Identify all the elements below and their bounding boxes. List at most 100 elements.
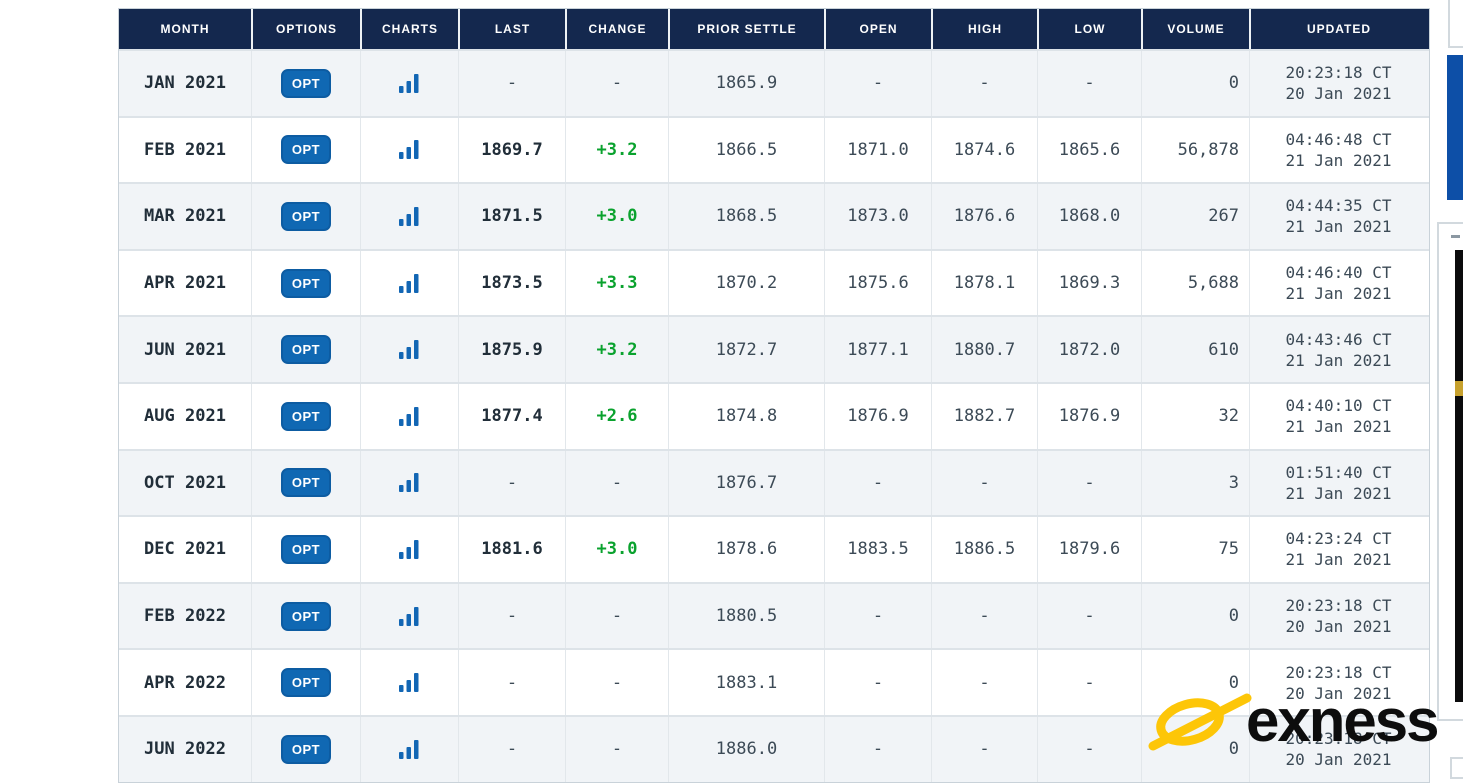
scrollbar-thumb[interactable] (1447, 55, 1463, 200)
open-cell: - (824, 650, 931, 715)
change-cell: - (565, 716, 668, 782)
opt-button[interactable]: OPT (280, 468, 332, 498)
bar-chart-icon[interactable] (398, 606, 421, 627)
bar-chart-icon[interactable] (398, 539, 421, 560)
high-cell: 1874.6 (931, 117, 1037, 183)
options-cell: OPT (251, 450, 360, 516)
table-row: MAR 2021 OPT 1871.5 +3.0 1868.5 1873.0 1876.6 1… (119, 182, 1429, 249)
column-header-low: LOW (1037, 9, 1141, 49)
volume-cell: 0 (1141, 650, 1249, 715)
bar-chart-icon[interactable] (398, 339, 421, 360)
last-cell: - (458, 583, 565, 649)
updated-date: 21 Jan 2021 (1285, 150, 1392, 170)
open-cell: 1875.6 (824, 250, 931, 316)
updated-date: 21 Jan 2021 (1285, 550, 1392, 570)
column-header-last: LAST (458, 9, 565, 49)
updated-date: 21 Jan 2021 (1285, 483, 1392, 503)
low-cell: - (1037, 650, 1141, 715)
charts-cell (360, 317, 458, 382)
table-header-row: MONTH OPTIONS CHARTS LAST CHANGE PRIOR SETTLE… (119, 9, 1429, 49)
bar-chart-icon[interactable] (398, 739, 421, 760)
prior_settle-cell: 1868.5 (668, 184, 824, 249)
high-cell: 1880.7 (931, 317, 1037, 382)
opt-button[interactable]: OPT (280, 534, 332, 564)
updated-cell: 04:43:46 CT 21 Jan 2021 (1249, 317, 1427, 382)
options-cell: OPT (251, 117, 360, 183)
updated-cell: 01:51:40 CT 21 Jan 2021 (1249, 450, 1427, 516)
bar-chart-icon[interactable] (398, 406, 421, 427)
bar-chart-icon[interactable] (398, 73, 421, 94)
change-cell: +3.2 (565, 317, 668, 382)
updated-time: 20:23:18 CT (1285, 63, 1392, 83)
table-row: FEB 2021 OPT 1869.7 +3.2 1866.5 1871.0 1874.6 1… (119, 115, 1429, 183)
opt-button[interactable]: OPT (280, 68, 332, 98)
opt-button[interactable]: OPT (280, 135, 332, 165)
bar-chart-icon[interactable] (398, 139, 421, 160)
month-cell: APR 2021 (144, 273, 226, 294)
change-cell: +3.0 (565, 184, 668, 249)
opt-button[interactable]: OPT (280, 601, 332, 631)
updated-date: 20 Jan 2021 (1285, 750, 1392, 770)
futures-quotes-table: MONTH OPTIONS CHARTS LAST CHANGE PRIOR SETTLE… (118, 8, 1430, 783)
updated-cell: 20:23:18 CT 20 Jan 2021 (1249, 583, 1427, 649)
month-cell: FEB 2021 (144, 139, 226, 160)
charts-cell (360, 450, 458, 516)
open-cell: 1883.5 (824, 517, 931, 582)
low-cell: - (1037, 450, 1141, 516)
open-cell: 1877.1 (824, 317, 931, 382)
charts-cell (360, 383, 458, 449)
opt-button[interactable]: OPT (280, 401, 332, 431)
month-cell: APR 2022 (144, 672, 226, 693)
bar-chart-icon[interactable] (398, 672, 421, 693)
updated-time: 04:23:24 CT (1285, 529, 1392, 549)
month-cell: FEB 2022 (144, 606, 226, 627)
high-cell: 1878.1 (931, 250, 1037, 316)
updated-time: 04:44:35 CT (1285, 196, 1392, 216)
charts-cell (360, 716, 458, 782)
table-row: DEC 2021 OPT 1881.6 +3.0 1878.6 1883.5 1886.5 1… (119, 515, 1429, 582)
volume-cell: 0 (1141, 583, 1249, 649)
updated-date: 21 Jan 2021 (1285, 350, 1392, 370)
prior_settle-cell: 1880.5 (668, 583, 824, 649)
change-cell: - (565, 51, 668, 116)
high-cell: - (931, 583, 1037, 649)
options-cell: OPT (251, 583, 360, 649)
bar-chart-icon[interactable] (398, 206, 421, 227)
high-cell: - (931, 450, 1037, 516)
options-cell: OPT (251, 51, 360, 116)
opt-button[interactable]: OPT (280, 734, 332, 764)
opt-button[interactable]: OPT (280, 268, 332, 298)
prior_settle-cell: 1876.7 (668, 450, 824, 516)
last-cell: 1873.5 (458, 250, 565, 316)
bar-chart-icon[interactable] (398, 472, 421, 493)
volume-cell: 0 (1141, 716, 1249, 782)
change-cell: +3.3 (565, 250, 668, 316)
options-cell: OPT (251, 517, 360, 582)
low-cell: 1865.6 (1037, 117, 1141, 183)
clipped-side-panel (1437, 222, 1463, 721)
updated-cell: 20:23:18 CT 20 Jan 2021 (1249, 650, 1427, 715)
month-cell: JAN 2021 (144, 73, 226, 94)
low-cell: - (1037, 716, 1141, 782)
opt-button[interactable]: OPT (280, 668, 332, 698)
updated-time: 20:23:18 CT (1285, 662, 1392, 682)
charts-cell (360, 650, 458, 715)
table-row: APR 2021 OPT 1873.5 +3.3 1870.2 1875.6 1878.1 1… (119, 248, 1429, 316)
column-header-prior_settle: PRIOR SETTLE (668, 9, 824, 49)
prior_settle-cell: 1883.1 (668, 650, 824, 715)
gold-stripe-decoration (1455, 381, 1463, 396)
prior_settle-cell: 1865.9 (668, 51, 824, 116)
updated-date: 21 Jan 2021 (1285, 284, 1392, 304)
last-cell: - (458, 51, 565, 116)
options-cell: OPT (251, 383, 360, 449)
prior_settle-cell: 1872.7 (668, 317, 824, 382)
volume-cell: 56,878 (1141, 117, 1249, 183)
updated-cell: 04:46:48 CT 21 Jan 2021 (1249, 117, 1427, 183)
change-cell: - (565, 450, 668, 516)
bar-chart-icon[interactable] (398, 273, 421, 294)
month-cell: JUN 2021 (144, 339, 226, 360)
opt-button[interactable]: OPT (280, 201, 332, 231)
updated-time: 20:23:18 CT (1285, 729, 1392, 749)
updated-time: 04:43:46 CT (1285, 329, 1392, 349)
opt-button[interactable]: OPT (280, 335, 332, 365)
